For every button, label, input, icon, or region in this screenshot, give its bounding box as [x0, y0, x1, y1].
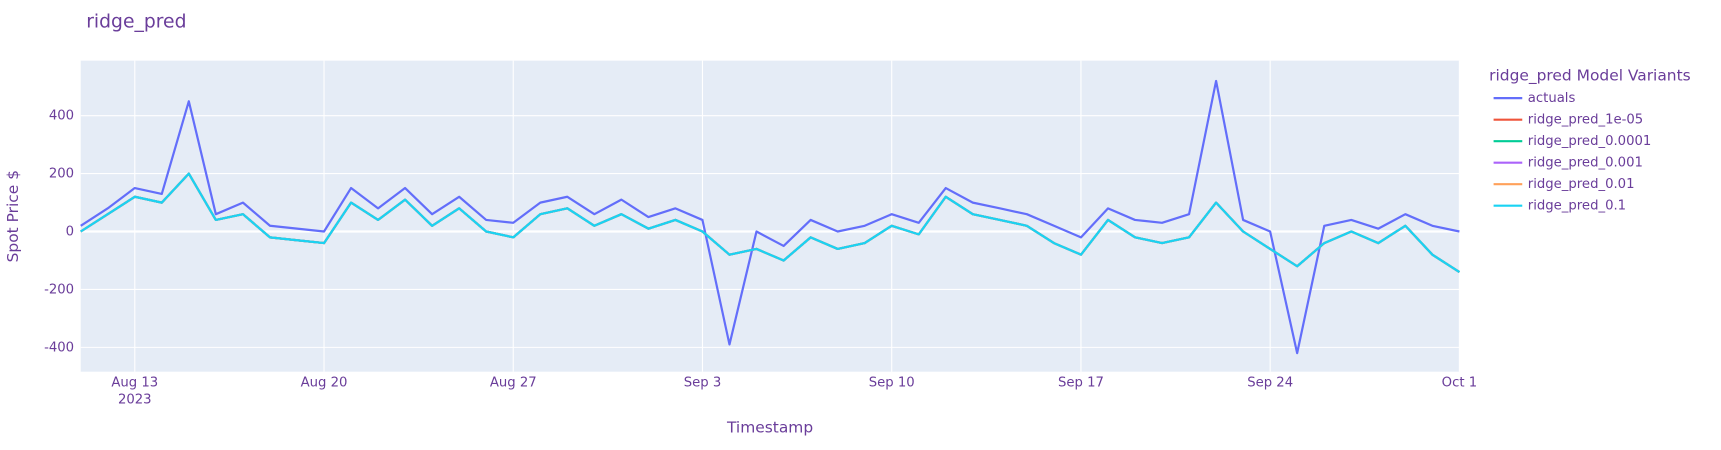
x-tick-label: Aug 27 [490, 376, 537, 391]
series-line [80, 79, 1460, 355]
legend-label: actuals [1528, 91, 1576, 106]
x-tick-label: Sep 10 [869, 376, 915, 391]
legend: actuals ridge_pred_1e-05 ridge_pred_0.0001… [1493, 91, 1652, 214]
legend-label: ridge_pred_0.001 [1528, 156, 1643, 171]
plot-area [80, 60, 1460, 372]
legend-title: ridge_pred Model Variants [1489, 67, 1691, 86]
x-tick-sublabel: 2023 [118, 392, 152, 407]
series-line [80, 172, 1460, 274]
x-tick-label: Aug 13 [111, 376, 158, 391]
y-tick-label: -400 [44, 340, 74, 355]
y-axis-title: Spot Price $ [4, 170, 22, 262]
lines [80, 79, 1460, 355]
legend-label: ridge_pred_1e-05 [1528, 113, 1643, 128]
x-tick-label: Sep 3 [684, 376, 722, 391]
y-tick-label: 0 [66, 225, 74, 240]
legend-label: ridge_pred_0.1 [1528, 199, 1626, 214]
x-tick-label: Oct 1 [1442, 376, 1477, 391]
x-tick-label: Aug 20 [301, 376, 348, 391]
legend-label: ridge_pred_0.0001 [1528, 134, 1652, 149]
legend-label: ridge_pred_0.01 [1528, 177, 1635, 192]
x-tick-label: Sep 24 [1247, 376, 1293, 391]
x-tick-label: Sep 17 [1058, 376, 1104, 391]
y-tick-label: 400 [49, 109, 74, 124]
chart-title: ridge_pred [86, 12, 186, 33]
x-axis-title: Timestamp [726, 418, 813, 436]
y-tick-label: -200 [44, 282, 74, 297]
y-tick-label: 200 [49, 167, 74, 182]
